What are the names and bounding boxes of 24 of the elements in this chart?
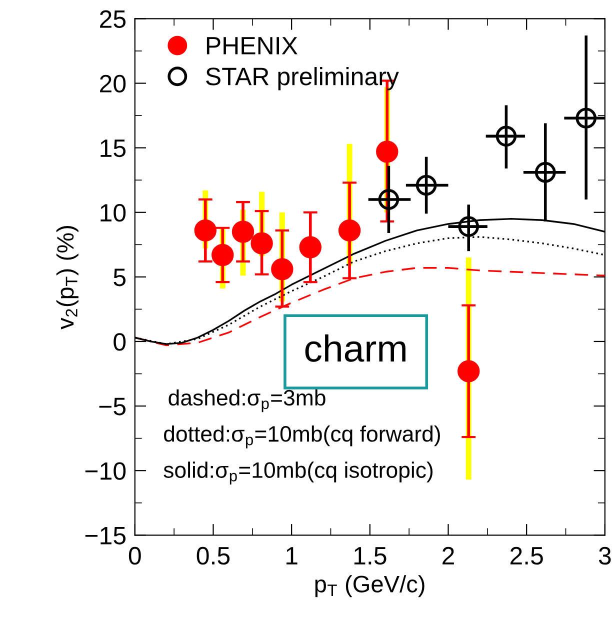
y-tick-label: −10 — [85, 462, 126, 480]
y-tick-label: 10 — [100, 204, 126, 222]
annotation: solid:σ$_{p}$=10mb(cq isotropic) — [164, 462, 433, 484]
x-tick-label: 3 — [598, 546, 611, 565]
y-tick-label: 25 — [100, 10, 126, 28]
y-tick-label: 20 — [100, 74, 126, 93]
y-tick-label: 5 — [114, 268, 126, 286]
annotation: charm — [305, 334, 406, 362]
annotation: dashed:σ$_{p}$=3mb — [168, 389, 326, 412]
x-tick-label: 2 — [442, 546, 454, 564]
annotation: dotted:σ$_{p}$=10mb(cq forward) — [164, 425, 440, 448]
x-tick-label: 0 — [128, 546, 141, 565]
x-tick-label: 2.5 — [510, 546, 543, 565]
y-tick-label: 15 — [100, 140, 126, 158]
y-axis-title: v$_{2}$(p$_{T}$) (%) — [56, 226, 78, 330]
y-tick-label: −15 — [85, 527, 126, 544]
x-tick-label: 1.5 — [354, 547, 386, 565]
x-tick-label: 1 — [286, 547, 298, 564]
y-tick-label: −5 — [99, 398, 126, 416]
x-axis-title: p$_{T}$ (GeV/c) — [315, 575, 424, 598]
y-tick-label: 0 — [114, 333, 126, 351]
legend-label: STAR preliminary — [206, 66, 399, 90]
legend-label: PHENIX — [206, 37, 298, 54]
x-tick-label: 0.5 — [196, 546, 230, 565]
